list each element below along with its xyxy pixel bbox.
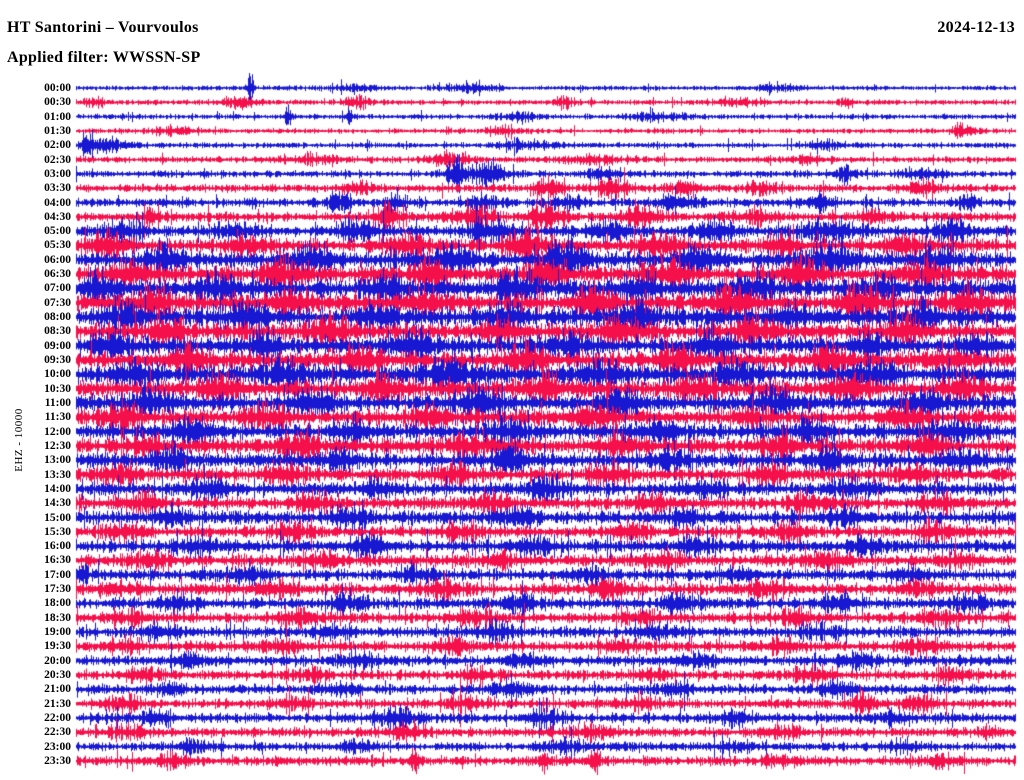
- row-time-label: 00:00: [44, 82, 71, 94]
- row-time-label: 00:30: [44, 96, 71, 109]
- row-time-label: 15:00: [44, 511, 71, 524]
- row-time-label: 06:00: [44, 253, 71, 266]
- row-time-label: 04:00: [44, 196, 71, 209]
- row-time-label: 17:30: [44, 583, 71, 596]
- row-time-label: 11:30: [44, 411, 71, 424]
- row-time-label: 03:30: [44, 182, 71, 195]
- row-time-label: 20:00: [44, 654, 71, 667]
- row-time-label: 05:00: [44, 225, 71, 238]
- row-time-label: 16:00: [44, 540, 71, 553]
- applied-filter-label: Applied filter: WWSSN-SP: [7, 49, 201, 66]
- row-time-label: 02:30: [44, 153, 71, 166]
- row-time-label: 07:30: [44, 296, 71, 309]
- row-time-label: 14:30: [44, 497, 71, 510]
- row-time-label: 22:30: [44, 726, 71, 739]
- row-time-label: 04:30: [44, 210, 71, 223]
- row-time-label: 13:30: [44, 468, 71, 481]
- row-time-label: 10:30: [44, 382, 71, 395]
- row-time-label: 03:00: [44, 167, 71, 180]
- row-time-label: 20:30: [44, 668, 71, 681]
- row-time-label: 16:30: [44, 554, 71, 567]
- row-time-label: 17:00: [44, 568, 71, 581]
- row-time-label: 21:30: [44, 697, 71, 710]
- row-time-label: 09:00: [44, 339, 71, 352]
- row-time-label: 23:00: [44, 740, 71, 753]
- row-time-label: 01:30: [44, 124, 71, 137]
- row-time-label: 12:00: [44, 425, 71, 438]
- row-time-label: 15:30: [44, 525, 71, 538]
- row-time-label: 19:00: [44, 626, 71, 639]
- row-time-label: 22:00: [44, 711, 71, 724]
- row-time-label: 13:00: [44, 454, 71, 467]
- row-time-label: 11:00: [44, 396, 71, 409]
- station-title: HT Santorini – Vourvoulos: [7, 19, 199, 36]
- row-time-label: 01:00: [44, 110, 71, 123]
- row-time-label: 02:00: [44, 139, 71, 152]
- plot-date: 2024-12-13: [937, 19, 1015, 36]
- row-time-label: 19:30: [44, 640, 71, 653]
- row-time-label: 10:00: [44, 368, 71, 381]
- row-time-label: 08:00: [44, 311, 71, 324]
- row-time-label: 05:30: [44, 239, 71, 252]
- row-time-label: 18:30: [44, 611, 71, 624]
- row-time-label: 09:30: [44, 354, 71, 367]
- row-time-label: 18:00: [44, 597, 71, 610]
- row-time-label: 14:00: [44, 482, 71, 495]
- row-time-label: 08:30: [44, 325, 71, 338]
- row-time-label: 07:00: [44, 282, 71, 295]
- row-time-label: 12:30: [44, 439, 71, 452]
- row-time-label: 23:30: [44, 754, 71, 767]
- row-time-label: 06:30: [44, 268, 71, 281]
- row-time-label: 21:00: [44, 683, 71, 696]
